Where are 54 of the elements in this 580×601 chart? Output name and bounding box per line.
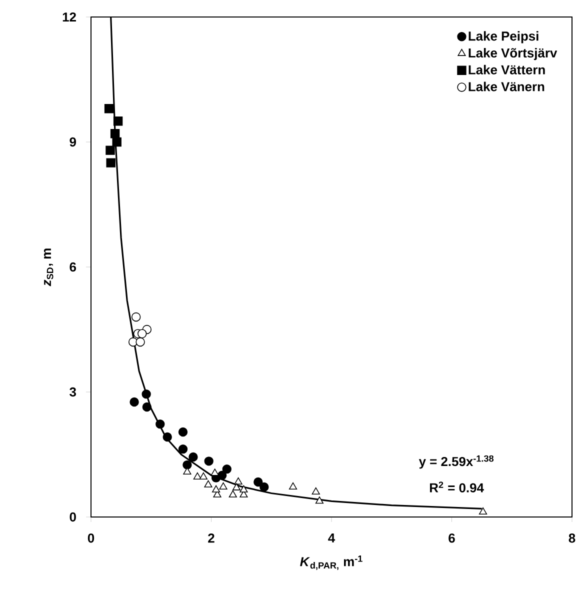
legend-label: Lake Vättern — [468, 64, 545, 74]
point — [156, 419, 165, 429]
legend-label: Lake Võrtsjärv — [468, 48, 558, 60]
x-tick-label: 0 — [88, 534, 94, 543]
point — [232, 483, 241, 490]
point — [106, 158, 116, 168]
y-axis-title: z$_{SD}$, m — [44, 248, 54, 286]
point — [199, 472, 208, 480]
point — [234, 477, 242, 484]
point — [162, 432, 172, 442]
point — [104, 104, 114, 114]
x-tick-label: 6 — [448, 534, 455, 543]
point — [254, 477, 263, 487]
point — [204, 456, 214, 466]
point — [222, 464, 232, 474]
point — [142, 402, 152, 412]
annotation: y = 2.59x$^{-1.38}$ — [418, 455, 494, 469]
y-tick-label: 0 — [70, 512, 76, 522]
point — [142, 389, 151, 399]
legend-label: Lake Peipsi — [468, 31, 538, 44]
x-tick-label: 4 — [328, 534, 336, 542]
point — [136, 337, 145, 347]
point — [219, 482, 228, 490]
point — [178, 427, 188, 437]
point — [188, 452, 198, 462]
point — [288, 482, 298, 490]
point — [228, 490, 237, 498]
x-tick-label: 8 — [568, 534, 576, 543]
annotation: R$^{2}$ = 0.94 — [430, 482, 484, 492]
point — [212, 485, 220, 492]
y-tick-label: 12 — [62, 12, 76, 22]
point — [178, 444, 188, 454]
point — [312, 487, 320, 494]
point — [138, 329, 147, 338]
point — [110, 129, 120, 138]
point — [113, 116, 123, 126]
point — [193, 472, 202, 480]
point — [315, 496, 324, 504]
point — [182, 460, 192, 470]
point — [131, 312, 141, 322]
point — [106, 146, 115, 155]
point — [210, 468, 219, 476]
point — [240, 485, 248, 492]
point — [260, 482, 269, 492]
x-axis-title: K$_{d,PAR,}$ m$^{-1}$ — [300, 556, 362, 570]
legend-label: Lake Vänern — [468, 82, 544, 92]
y-tick-label: 9 — [70, 137, 76, 147]
y-tick-label: 6 — [70, 262, 76, 272]
point — [478, 507, 488, 514]
point — [130, 397, 139, 407]
x-tick-label: 2 — [208, 534, 214, 543]
y-tick-label: 3 — [70, 387, 76, 397]
point — [204, 480, 212, 488]
point — [112, 137, 122, 147]
